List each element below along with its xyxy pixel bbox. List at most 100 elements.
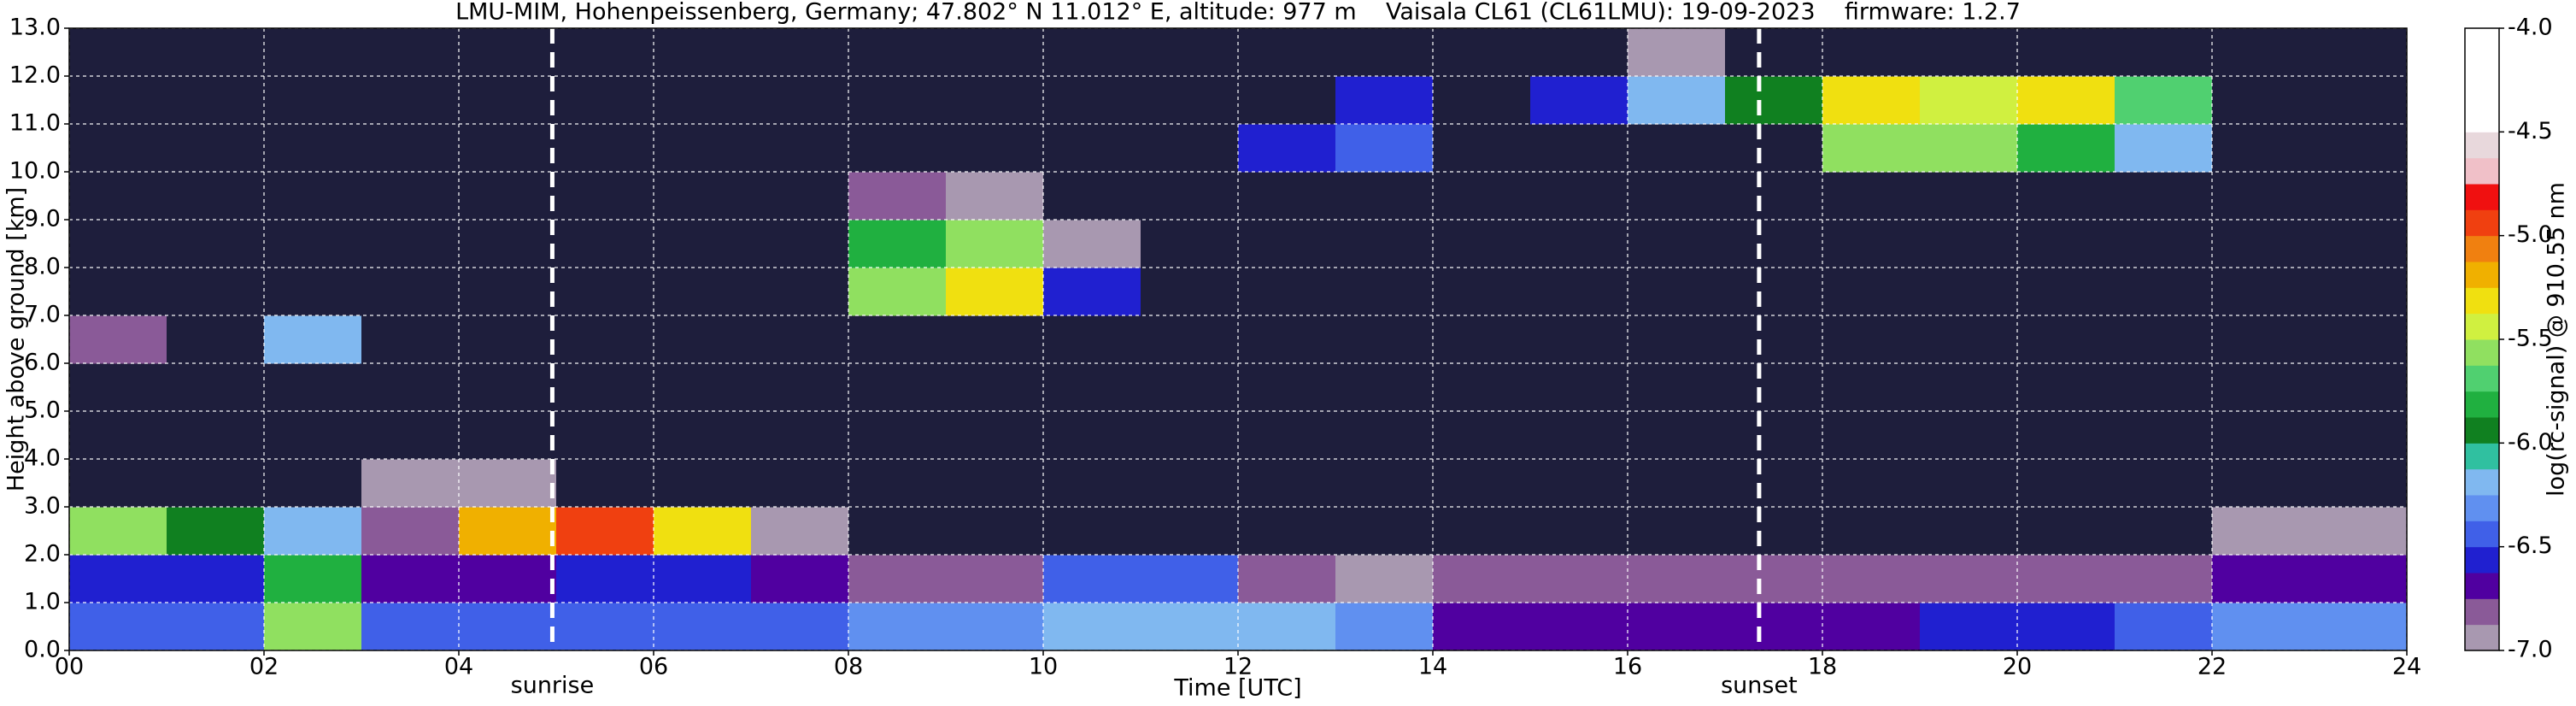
heatmap-cell <box>167 220 265 268</box>
y-tick-label: 7.0 <box>24 302 61 328</box>
heatmap-cell <box>69 363 167 412</box>
heatmap-cell <box>1433 124 1531 173</box>
heatmap-cell <box>2115 76 2213 125</box>
heatmap-cell <box>1920 315 2018 364</box>
heatmap-cell <box>946 28 1044 77</box>
heatmap-cell <box>1335 507 1434 556</box>
plot-frame <box>68 27 2408 651</box>
x-tick-label: 04 <box>444 654 473 680</box>
heatmap-cell <box>848 507 947 556</box>
heatmap-cell <box>1920 172 2018 221</box>
heatmap-cell <box>556 363 654 412</box>
heatmap-cell <box>1141 124 1239 173</box>
y-tick-label: 10.0 <box>9 158 61 185</box>
heatmap-cell <box>1433 363 1531 412</box>
heatmap-cell <box>1725 124 1823 173</box>
heatmap-cell <box>556 603 654 651</box>
heatmap-cell <box>1238 363 1336 412</box>
heatmap-cell <box>1433 411 1531 460</box>
heatmap-cell <box>1141 459 1239 508</box>
heatmap-cell <box>1628 315 1726 364</box>
heatmap-cell <box>946 555 1044 603</box>
heatmap-cell <box>1628 172 1726 221</box>
heatmap-cell <box>167 459 265 508</box>
x-axis-label: Time [UTC] <box>1173 675 1301 702</box>
heatmap-cell <box>361 220 460 268</box>
heatmap-cell <box>751 603 849 651</box>
heatmap-cell <box>1141 220 1239 268</box>
heatmap-cell <box>556 172 654 221</box>
heatmap-cell <box>167 28 265 77</box>
heatmap-cell <box>69 411 167 460</box>
heatmap-cell <box>69 28 167 77</box>
heatmap-cell <box>1433 459 1531 508</box>
heatmap-cell <box>1335 603 1434 651</box>
heatmap-cell <box>848 220 947 268</box>
heatmap-cell <box>1822 220 1921 268</box>
heatmap-cell <box>1725 507 1823 556</box>
heatmap-cell <box>1335 172 1434 221</box>
heatmap-cell <box>751 124 849 173</box>
heatmap-cell <box>751 28 849 77</box>
heatmap-cell <box>264 172 362 221</box>
heatmap-cell <box>2017 603 2115 651</box>
x-tick-label: 24 <box>2392 654 2421 680</box>
heatmap-cell <box>1822 555 1921 603</box>
heatmap-cell <box>1433 315 1531 364</box>
heatmap-cell <box>361 459 460 508</box>
heatmap-cell <box>1920 220 2018 268</box>
y-axis-label: Height above ground [km] <box>3 187 30 491</box>
heatmap-cell <box>1725 411 1823 460</box>
heatmap-cell <box>2017 507 2115 556</box>
colorbar-segment <box>2465 54 2499 81</box>
heatmap-cell <box>848 315 947 364</box>
heatmap-cell <box>1530 172 1628 221</box>
heatmap-cell <box>654 268 752 316</box>
heatmap-cell <box>1725 268 1823 316</box>
heatmap-cell <box>1822 268 1921 316</box>
heatmap-cell <box>69 124 167 173</box>
y-tick-label: 3.0 <box>24 493 61 520</box>
heatmap-cell <box>946 124 1044 173</box>
heatmap-cell <box>1238 459 1336 508</box>
heatmap-cell <box>1238 268 1336 316</box>
heatmap-cell <box>654 555 752 603</box>
heatmap-cell <box>459 363 557 412</box>
heatmap-cell <box>1530 315 1628 364</box>
heatmap-cell <box>264 315 362 364</box>
heatmap-cell <box>556 220 654 268</box>
heatmap-cell <box>2309 76 2408 125</box>
heatmap-cell <box>751 363 849 412</box>
heatmap-cell <box>1530 76 1628 125</box>
heatmap-cell <box>2017 411 2115 460</box>
heatmap-cell <box>654 220 752 268</box>
heatmap-cell <box>1822 315 1921 364</box>
heatmap-cell <box>1530 411 1628 460</box>
heatmap-cell <box>2115 411 2213 460</box>
heatmap-cell <box>2212 220 2310 268</box>
heatmap-cell <box>264 459 362 508</box>
colorbar-segment <box>2465 184 2499 210</box>
heatmap-cell <box>69 172 167 221</box>
heatmap-cell <box>361 363 460 412</box>
heatmap-cell <box>1433 220 1531 268</box>
heatmap-cell <box>2115 555 2213 603</box>
heatmap-cell <box>1628 411 1726 460</box>
heatmap-cell <box>2115 28 2213 77</box>
heatmap-cell <box>459 172 557 221</box>
x-tick-label: 06 <box>639 654 668 680</box>
heatmap-cell <box>167 603 265 651</box>
heatmap-cell <box>264 124 362 173</box>
heatmap-cell <box>1628 459 1726 508</box>
heatmap-cell <box>1822 411 1921 460</box>
heatmap-cell <box>1433 507 1531 556</box>
heatmap-cell <box>2212 459 2310 508</box>
heatmap-cell <box>264 507 362 556</box>
heatmap-cell <box>1335 315 1434 364</box>
colorbar-segment <box>2465 521 2499 548</box>
heatmap-cell <box>264 555 362 603</box>
y-tick-label: 12.0 <box>9 62 61 89</box>
heatmap-cell <box>264 268 362 316</box>
heatmap-cell <box>654 603 752 651</box>
x-tick-label: 20 <box>2003 654 2032 680</box>
